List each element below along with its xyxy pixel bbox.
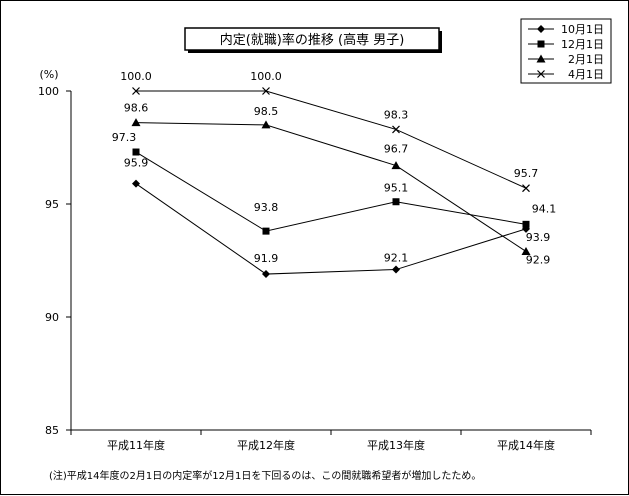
data-point xyxy=(261,120,271,129)
data-label: 98.5 xyxy=(254,105,279,118)
legend: 10月1日 12月1日 2月1日 4月1日 xyxy=(520,18,612,84)
data-point xyxy=(392,125,400,134)
y-tick-label: 85 xyxy=(45,424,59,437)
x-tick-label: 平成14年度 xyxy=(497,438,555,452)
data-point xyxy=(132,179,140,188)
series-triangle xyxy=(131,118,531,255)
legend-marker xyxy=(536,54,546,63)
legend-marker xyxy=(537,40,545,48)
data-point xyxy=(262,227,270,235)
series-line xyxy=(135,122,527,252)
x-tick-label: 平成11年度 xyxy=(107,438,165,452)
title-box xyxy=(184,27,440,51)
data-label: 94.1 xyxy=(532,202,557,215)
chart-title: 内定(就職)率の推移 (高専 男子) xyxy=(220,32,405,48)
data-point xyxy=(131,118,141,127)
data-label: 95.7 xyxy=(514,167,539,180)
y-tick-label: 95 xyxy=(45,198,59,211)
data-label: 95.1 xyxy=(384,182,409,195)
legend-label: 12月1日 xyxy=(561,38,604,51)
data-label: 98.3 xyxy=(384,108,409,121)
data-label: 100.0 xyxy=(250,70,282,83)
legend-marker xyxy=(537,70,545,78)
data-point xyxy=(392,265,400,274)
data-point xyxy=(132,148,140,156)
series-diamond xyxy=(132,179,530,279)
y-axis-unit: (%) xyxy=(39,68,58,81)
legend-box xyxy=(520,18,612,84)
x-marker-stroke xyxy=(132,87,140,95)
data-point xyxy=(132,87,140,95)
legend-label: 4月1日 xyxy=(568,68,604,81)
data-label: 92.9 xyxy=(526,253,551,266)
y-ticks: 85 90 95 100 xyxy=(38,85,71,437)
series-layer xyxy=(131,87,531,279)
series-x xyxy=(132,87,530,193)
y-tick-label: 90 xyxy=(45,311,59,324)
data-label: 97.3 xyxy=(112,131,137,144)
x-tick-label: 平成12年度 xyxy=(237,438,295,452)
data-point xyxy=(521,246,531,255)
x-marker-stroke xyxy=(392,125,400,134)
data-label: 92.1 xyxy=(384,252,409,265)
data-label: 93.9 xyxy=(526,231,551,244)
x-tick-label: 平成13年度 xyxy=(367,438,425,452)
data-label: 93.8 xyxy=(254,201,279,214)
data-point xyxy=(391,161,401,170)
series-line xyxy=(136,90,527,189)
series-square xyxy=(132,148,530,235)
data-point xyxy=(262,87,270,95)
y-tick-label: 100 xyxy=(38,85,59,98)
data-point xyxy=(522,220,530,228)
legend-label: 2月1日 xyxy=(568,53,604,66)
series-line xyxy=(135,151,527,232)
x-marker-stroke xyxy=(522,184,530,193)
series-line xyxy=(135,183,527,275)
footnote: (注)平成14年度の2月1日の内定率が12月1日を下回るのは、この間就職希望者が… xyxy=(49,469,481,482)
data-label: 91.9 xyxy=(254,252,279,265)
legend-label: 10月1日 xyxy=(561,23,604,36)
legend-marker xyxy=(537,25,545,33)
data-label: 96.7 xyxy=(384,143,409,156)
x-marker-stroke xyxy=(537,70,545,78)
data-label: 95.9 xyxy=(124,157,149,170)
data-label: 98.6 xyxy=(124,102,149,115)
data-labels: 95.9 91.9 92.1 93.9 97.3 93.8 95.1 94.1 98.6 98.5… xyxy=(112,70,557,266)
data-label: 100.0 xyxy=(120,70,152,83)
x-ticks: 平成11年度 平成12年度 平成13年度 平成14年度 xyxy=(70,430,592,452)
data-point xyxy=(262,270,270,279)
data-point xyxy=(392,198,400,206)
x-marker-stroke xyxy=(262,87,270,95)
data-point xyxy=(522,184,530,193)
